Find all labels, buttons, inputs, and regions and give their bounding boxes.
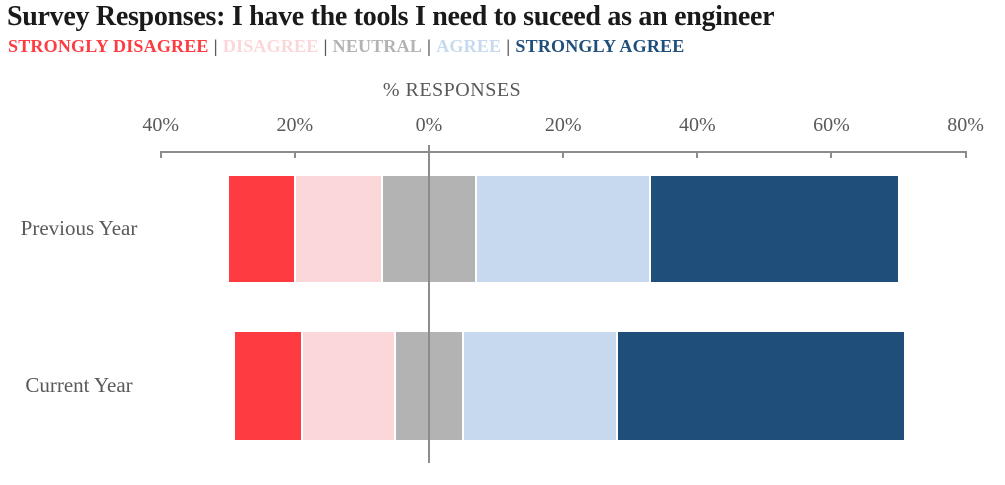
legend-item-strongly-agree: STRONGLY AGREE xyxy=(515,36,685,56)
x-axis-tick-mark xyxy=(159,151,162,158)
legend-separator: | xyxy=(506,36,511,56)
legend-separator: | xyxy=(213,36,218,56)
bar-segment-disagree xyxy=(301,331,396,441)
x-axis-tick-label: 80% xyxy=(947,114,984,136)
x-axis-tick-mark xyxy=(293,151,296,158)
x-axis-title: % RESPONSES xyxy=(382,79,522,101)
x-axis-tick-label: 60% xyxy=(813,114,850,136)
category-label-previous-year: Previous Year xyxy=(20,216,138,240)
x-axis-tick-label: 40% xyxy=(678,114,716,136)
bar-segment-strongly-disagree xyxy=(227,175,295,283)
x-axis-tick-label: 20% xyxy=(544,114,582,136)
bar-segment-strongly-agree xyxy=(616,331,906,441)
bar-segment-agree xyxy=(475,175,651,283)
x-axis-tick-mark xyxy=(696,151,699,158)
bar-segment-strongly-agree xyxy=(650,175,899,283)
x-axis-tick-label: 40% xyxy=(142,114,180,136)
x-axis-tick-label: 0% xyxy=(415,114,443,136)
bar-segment-agree xyxy=(462,331,617,441)
legend-item-strongly-disagree: STRONGLY DISAGREE xyxy=(8,36,209,56)
legend: STRONGLY DISAGREE | DISAGREE | NEUTRAL | AGREE… xyxy=(8,36,684,57)
x-axis-tick-mark xyxy=(562,151,565,158)
bar-segment-disagree xyxy=(294,175,383,283)
legend-item-neutral: NEUTRAL xyxy=(332,36,423,56)
x-axis-tick-label: 20% xyxy=(276,114,314,136)
legend-item-disagree: DISAGREE xyxy=(222,36,319,56)
legend-item-agree: AGREE xyxy=(436,36,502,56)
legend-separator: | xyxy=(427,36,432,56)
category-label-current-year: Current Year xyxy=(25,373,133,397)
bar-segment-strongly-disagree xyxy=(234,331,302,441)
x-axis-tick-mark xyxy=(964,151,967,158)
x-axis-tick-mark xyxy=(830,151,833,158)
zero-reference-line xyxy=(428,145,430,463)
chart-title: Survey Responses: I have the tools I nee… xyxy=(7,1,775,32)
legend-separator: | xyxy=(323,36,328,56)
